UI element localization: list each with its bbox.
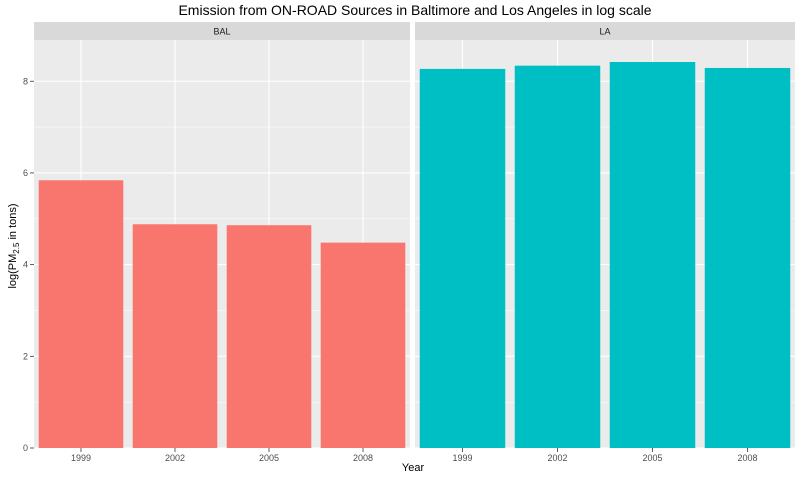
facet-strip-label: BAL — [213, 27, 230, 37]
y-tick-label: 4 — [23, 260, 28, 270]
x-tick-label: 2008 — [737, 453, 757, 463]
bar-la-2008 — [704, 67, 791, 448]
x-axis-title: Year — [402, 462, 425, 474]
facet-panel-la: LA 1999 2002 2005 2008 — [415, 22, 795, 463]
y-axis-title: log(PM2.5 in tons) — [7, 203, 21, 288]
facet-panel-bal: BAL 1999 2002 2005 2008 — [34, 22, 410, 463]
x-tick-label: 1999 — [71, 453, 91, 463]
x-tick-label: 2002 — [547, 453, 567, 463]
facet-strip-label: LA — [599, 27, 610, 37]
y-axis-title-prefix: log(PM — [7, 254, 19, 289]
facet-strip — [34, 22, 410, 40]
x-tick-label: 1999 — [452, 453, 472, 463]
y-tick-label: 2 — [23, 351, 28, 361]
y-axis: 0 2 4 6 8 — [23, 76, 34, 453]
bar-la-1999 — [419, 68, 506, 449]
facet-panels: BAL 1999 2002 2005 2008 LA 1999 2002 2005 2008 — [34, 22, 795, 463]
chart-title: Emission from ON-ROAD Sources in Baltimo… — [178, 2, 651, 18]
bar-la-2002 — [514, 65, 601, 449]
bar-bal-1999 — [38, 180, 124, 448]
x-tick-label: 2008 — [353, 453, 373, 463]
facet-strip — [415, 22, 795, 40]
bar-bal-2002 — [132, 224, 218, 448]
y-tick-label: 6 — [23, 168, 28, 178]
bar-bal-2005 — [226, 225, 312, 448]
x-tick-label: 2005 — [642, 453, 662, 463]
x-tick-label: 2002 — [165, 453, 185, 463]
y-tick-label: 0 — [23, 443, 28, 453]
y-tick-label: 8 — [23, 76, 28, 86]
bar-bal-2008 — [320, 242, 406, 448]
y-axis-title-suffix: in tons) — [7, 203, 19, 242]
x-tick-label: 2005 — [259, 453, 279, 463]
y-axis-title-subscript: 2.5 — [12, 242, 21, 254]
bar-la-2005 — [609, 62, 696, 449]
